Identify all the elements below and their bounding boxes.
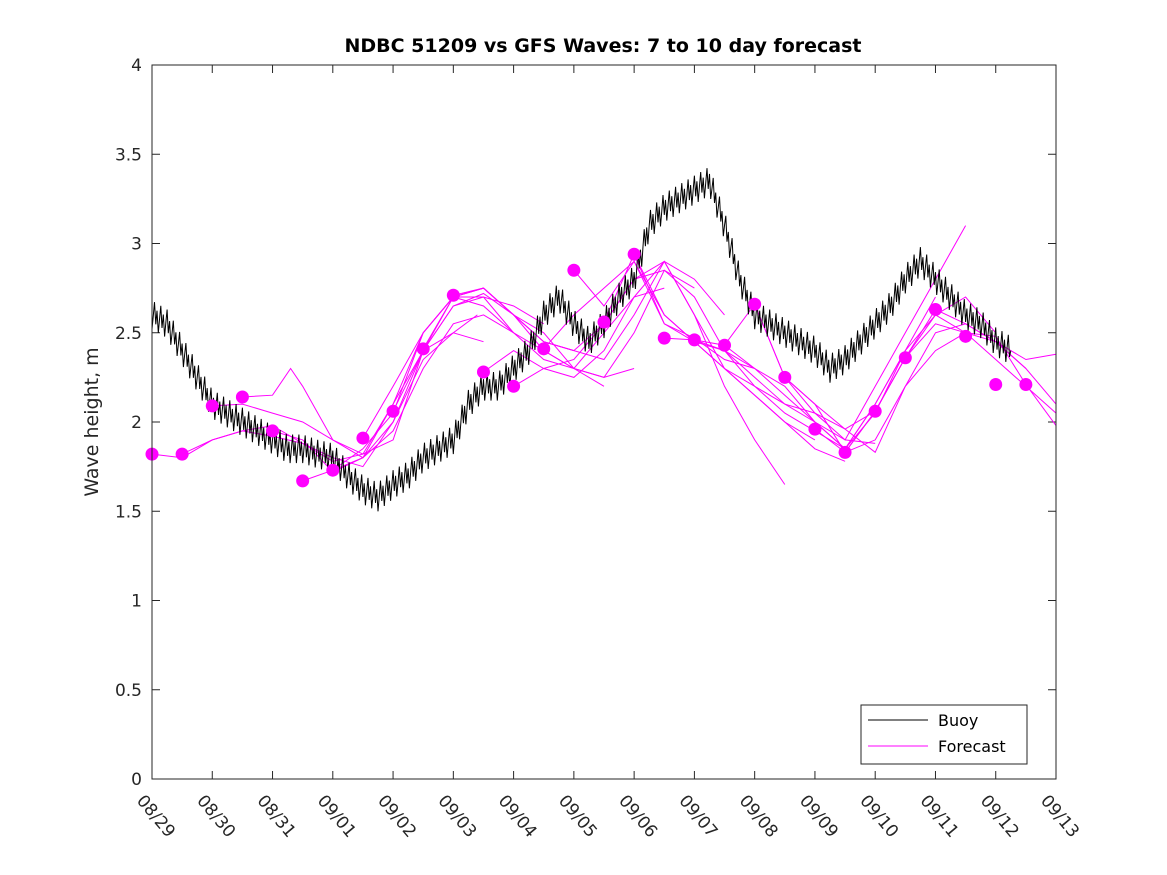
buoy-line: [151, 168, 1012, 512]
forecast-marker: [868, 404, 882, 418]
forecast-line: [814, 332, 1057, 453]
plot-area: [152, 65, 1056, 779]
chart-title: NDBC 51209 vs GFS Waves: 7 to 10 day for…: [344, 35, 861, 57]
forecast-marker: [296, 474, 310, 488]
forecast-line: [633, 254, 936, 450]
forecast-marker: [748, 297, 762, 311]
forecast-marker: [446, 288, 460, 302]
forecast-line: [483, 260, 786, 485]
forecast-marker: [386, 404, 400, 418]
forecast-series-group: [151, 225, 1057, 485]
y-axis: 0 0.5 1 1.5 2 2.5 3 3.5 4: [115, 56, 1056, 790]
forecast-line: [422, 260, 725, 361]
forecast-marker: [989, 378, 1003, 392]
forecast-line: [362, 287, 665, 439]
forecast-marker: [808, 422, 822, 436]
y-axis-label: Wave height, m: [81, 347, 103, 496]
forecast-marker: [898, 351, 912, 365]
forecast-line: [784, 314, 1057, 454]
legend-box: [860, 704, 1028, 765]
forecast-marker: [657, 331, 671, 345]
y-tick-label: 2: [131, 413, 142, 433]
forecast-marker: [597, 315, 611, 329]
forecast-marker: [928, 303, 942, 317]
forecast-line: [242, 296, 544, 455]
forecast-marker: [838, 445, 852, 459]
forecast-line: [453, 269, 755, 378]
forecast-marker: [356, 431, 370, 445]
forecast-marker: [476, 365, 490, 379]
legend: Buoy Forecast: [860, 704, 1028, 765]
y-tick-label: 4: [131, 56, 142, 76]
y-tick-label: 1: [131, 592, 142, 612]
forecast-marker: [627, 247, 641, 261]
forecast-marker: [507, 379, 521, 393]
forecast-marker: [266, 424, 280, 438]
y-tick-label: 3: [131, 235, 142, 255]
plot-frame: [151, 64, 1057, 780]
forecast-marker: [416, 342, 430, 356]
forecast-marker: [778, 370, 792, 384]
forecast-marker: [687, 333, 701, 347]
forecast-marker: [718, 338, 732, 352]
y-tick-label: 1.5: [115, 502, 142, 522]
forecast-marker: [1019, 378, 1033, 392]
forecast-marker: [567, 263, 581, 277]
legend-forecast-label: Forecast: [938, 737, 1006, 756]
legend-buoy-label: Buoy: [938, 711, 978, 730]
y-tick-label: 0: [131, 770, 142, 790]
forecast-markers-group: [145, 247, 1033, 488]
forecast-marker: [205, 399, 219, 413]
forecast-marker: [175, 447, 189, 461]
forecast-marker: [326, 463, 340, 477]
forecast-marker: [537, 342, 551, 356]
y-tick-label: 3.5: [115, 145, 142, 165]
y-tick-label: 0.5: [115, 681, 142, 701]
buoy-series-group: [151, 168, 1012, 512]
y-tick-label: 2.5: [115, 324, 142, 344]
forecast-marker: [235, 390, 249, 404]
forecast-marker: [959, 329, 973, 343]
